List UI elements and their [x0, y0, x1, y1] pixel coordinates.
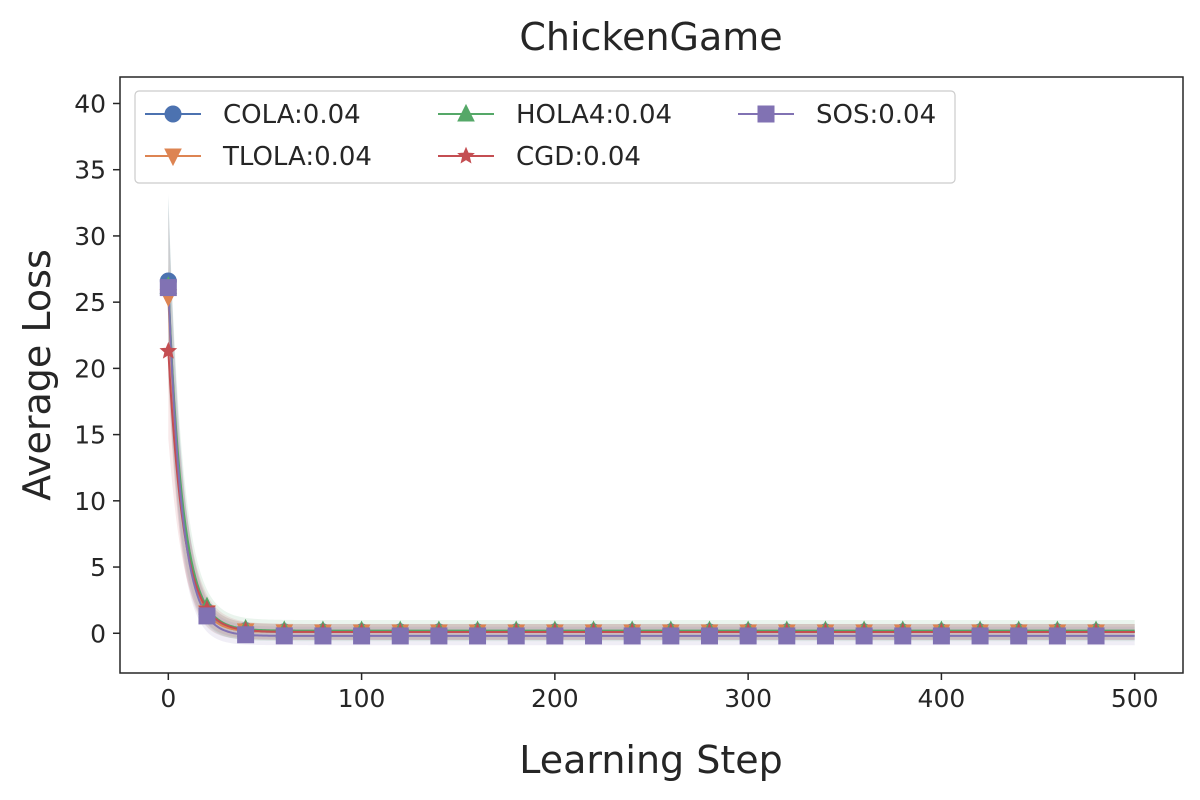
sos-marker	[1087, 627, 1105, 645]
plot-frame	[119, 76, 1184, 674]
sos-band	[168, 198, 1135, 646]
sos-marker	[662, 627, 680, 645]
cgd-marker	[159, 341, 178, 359]
legend-label: TLOLA:0.04	[222, 142, 372, 172]
sos-marker	[159, 279, 177, 297]
y-tick-label: 15	[74, 421, 106, 450]
sos-marker	[314, 627, 332, 645]
legend-item-cola: COLA:0.04	[145, 100, 361, 130]
legend-item-sos: SOS:0.04	[738, 100, 936, 130]
y-tick-label: 40	[74, 89, 106, 118]
sos-marker	[894, 627, 912, 645]
legend-label: HOLA4:0.04	[516, 100, 672, 130]
x-tick-label: 500	[1111, 684, 1159, 713]
legend-label: CGD:0.04	[516, 142, 641, 172]
sos-line	[167, 287, 1135, 637]
x-axis-label: Learning Step	[519, 738, 783, 782]
hola4-line	[167, 286, 1135, 632]
sos-marker	[623, 627, 641, 645]
y-tick-label: 25	[74, 288, 106, 317]
cgd-line	[167, 351, 1135, 633]
sos-marker	[237, 626, 255, 644]
sos-marker	[198, 607, 216, 625]
series-markers	[159, 272, 1105, 645]
chart-title: ChickenGame	[519, 15, 782, 59]
sos-marker	[816, 627, 834, 645]
legend-label: SOS:0.04	[816, 100, 936, 130]
y-tick-label: 35	[74, 156, 106, 185]
series-lines	[167, 280, 1135, 637]
sos-marker	[971, 627, 989, 645]
x-tick-label: 200	[531, 684, 579, 713]
sos-marker	[391, 627, 409, 645]
hola4-band	[168, 196, 1135, 642]
x-axis-ticks: 0 100 200 300 400 500	[160, 673, 1159, 713]
legend-marker	[457, 146, 475, 164]
legend: COLA:0.04 TLOLA:0.04 HOLA4:0.04 CGD:0.04 SOS…	[134, 90, 956, 184]
y-tick-label: 5	[90, 553, 106, 582]
legend-item-tlola: TLOLA:0.04	[145, 142, 372, 172]
y-tick-label: 20	[74, 354, 106, 383]
tlola-line	[167, 296, 1135, 633]
legend-marker	[164, 148, 182, 167]
sos-marker	[275, 627, 293, 645]
legend-marker	[757, 105, 775, 123]
legend-label: COLA:0.04	[223, 100, 361, 130]
sos-marker	[353, 627, 371, 645]
tlola-band	[168, 209, 1135, 640]
sos-marker	[700, 627, 718, 645]
cola-band	[168, 193, 1135, 640]
legend-marker	[164, 105, 182, 123]
y-axis-label: Average Loss	[15, 249, 59, 500]
y-tick-label: 0	[90, 619, 106, 648]
y-tick-label: 10	[74, 487, 106, 516]
x-tick-label: 400	[918, 684, 966, 713]
x-tick-label: 100	[338, 684, 386, 713]
sos-marker	[546, 627, 564, 645]
confidence-bands	[168, 193, 1135, 646]
legend-marker	[457, 103, 475, 122]
sos-marker	[430, 627, 448, 645]
legend-item-hola4: HOLA4:0.04	[438, 100, 672, 130]
legend-item-cgd: CGD:0.04	[438, 142, 641, 172]
y-tick-label: 30	[74, 222, 106, 251]
sos-marker	[778, 627, 796, 645]
sos-marker	[469, 627, 487, 645]
sos-marker	[585, 627, 603, 645]
sos-marker	[507, 627, 525, 645]
cgd-band	[168, 263, 1135, 640]
x-tick-label: 0	[160, 684, 176, 713]
sos-marker	[855, 627, 873, 645]
sos-marker	[1048, 627, 1066, 645]
sos-marker	[1010, 627, 1028, 645]
y-axis-ticks: 0 5 10 15 20 25 30 35 40	[74, 89, 120, 648]
sos-marker	[739, 627, 757, 645]
cola-line	[167, 280, 1135, 633]
x-tick-label: 300	[724, 684, 772, 713]
sos-marker	[932, 627, 950, 645]
